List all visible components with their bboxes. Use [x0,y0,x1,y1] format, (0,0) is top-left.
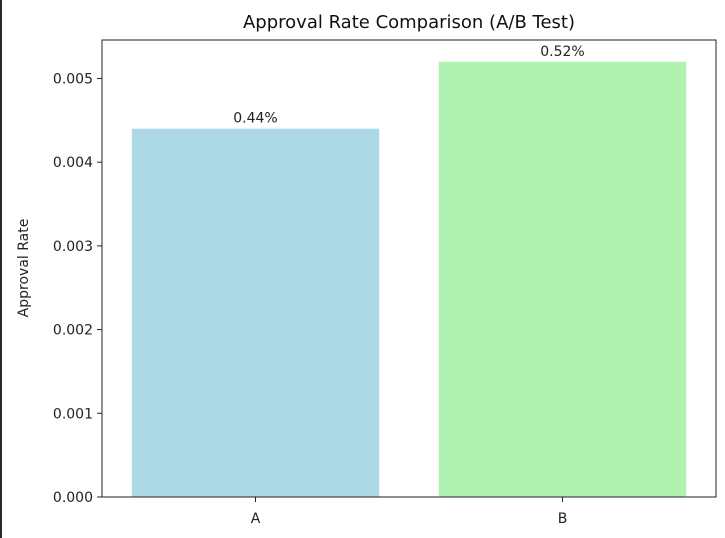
y-tick-label: 0.005 [53,72,93,88]
y-tick-label: 0.003 [53,239,93,255]
y-tick-label: 0.002 [53,323,93,339]
axes-frame [101,39,717,498]
bar-b [438,61,687,497]
y-tick-label: 0.004 [53,155,93,171]
y-tick-label: 0.001 [53,406,93,422]
x-tick-label-a: A [251,511,261,527]
y-tick-label: 0.000 [53,490,93,506]
x-tick-label-b: B [558,511,568,527]
y-axis-label: Approval Rate [16,219,32,318]
chart-title: Approval Rate Comparison (A/B Test) [243,12,575,33]
bar-a [131,128,380,497]
data-label-a: 0.44% [233,111,277,127]
data-label-b: 0.52% [540,44,584,60]
plot-area: 0.44% A 0.52% B 0.000 0.001 0.002 0.003 0.004 0.0… [53,39,717,527]
